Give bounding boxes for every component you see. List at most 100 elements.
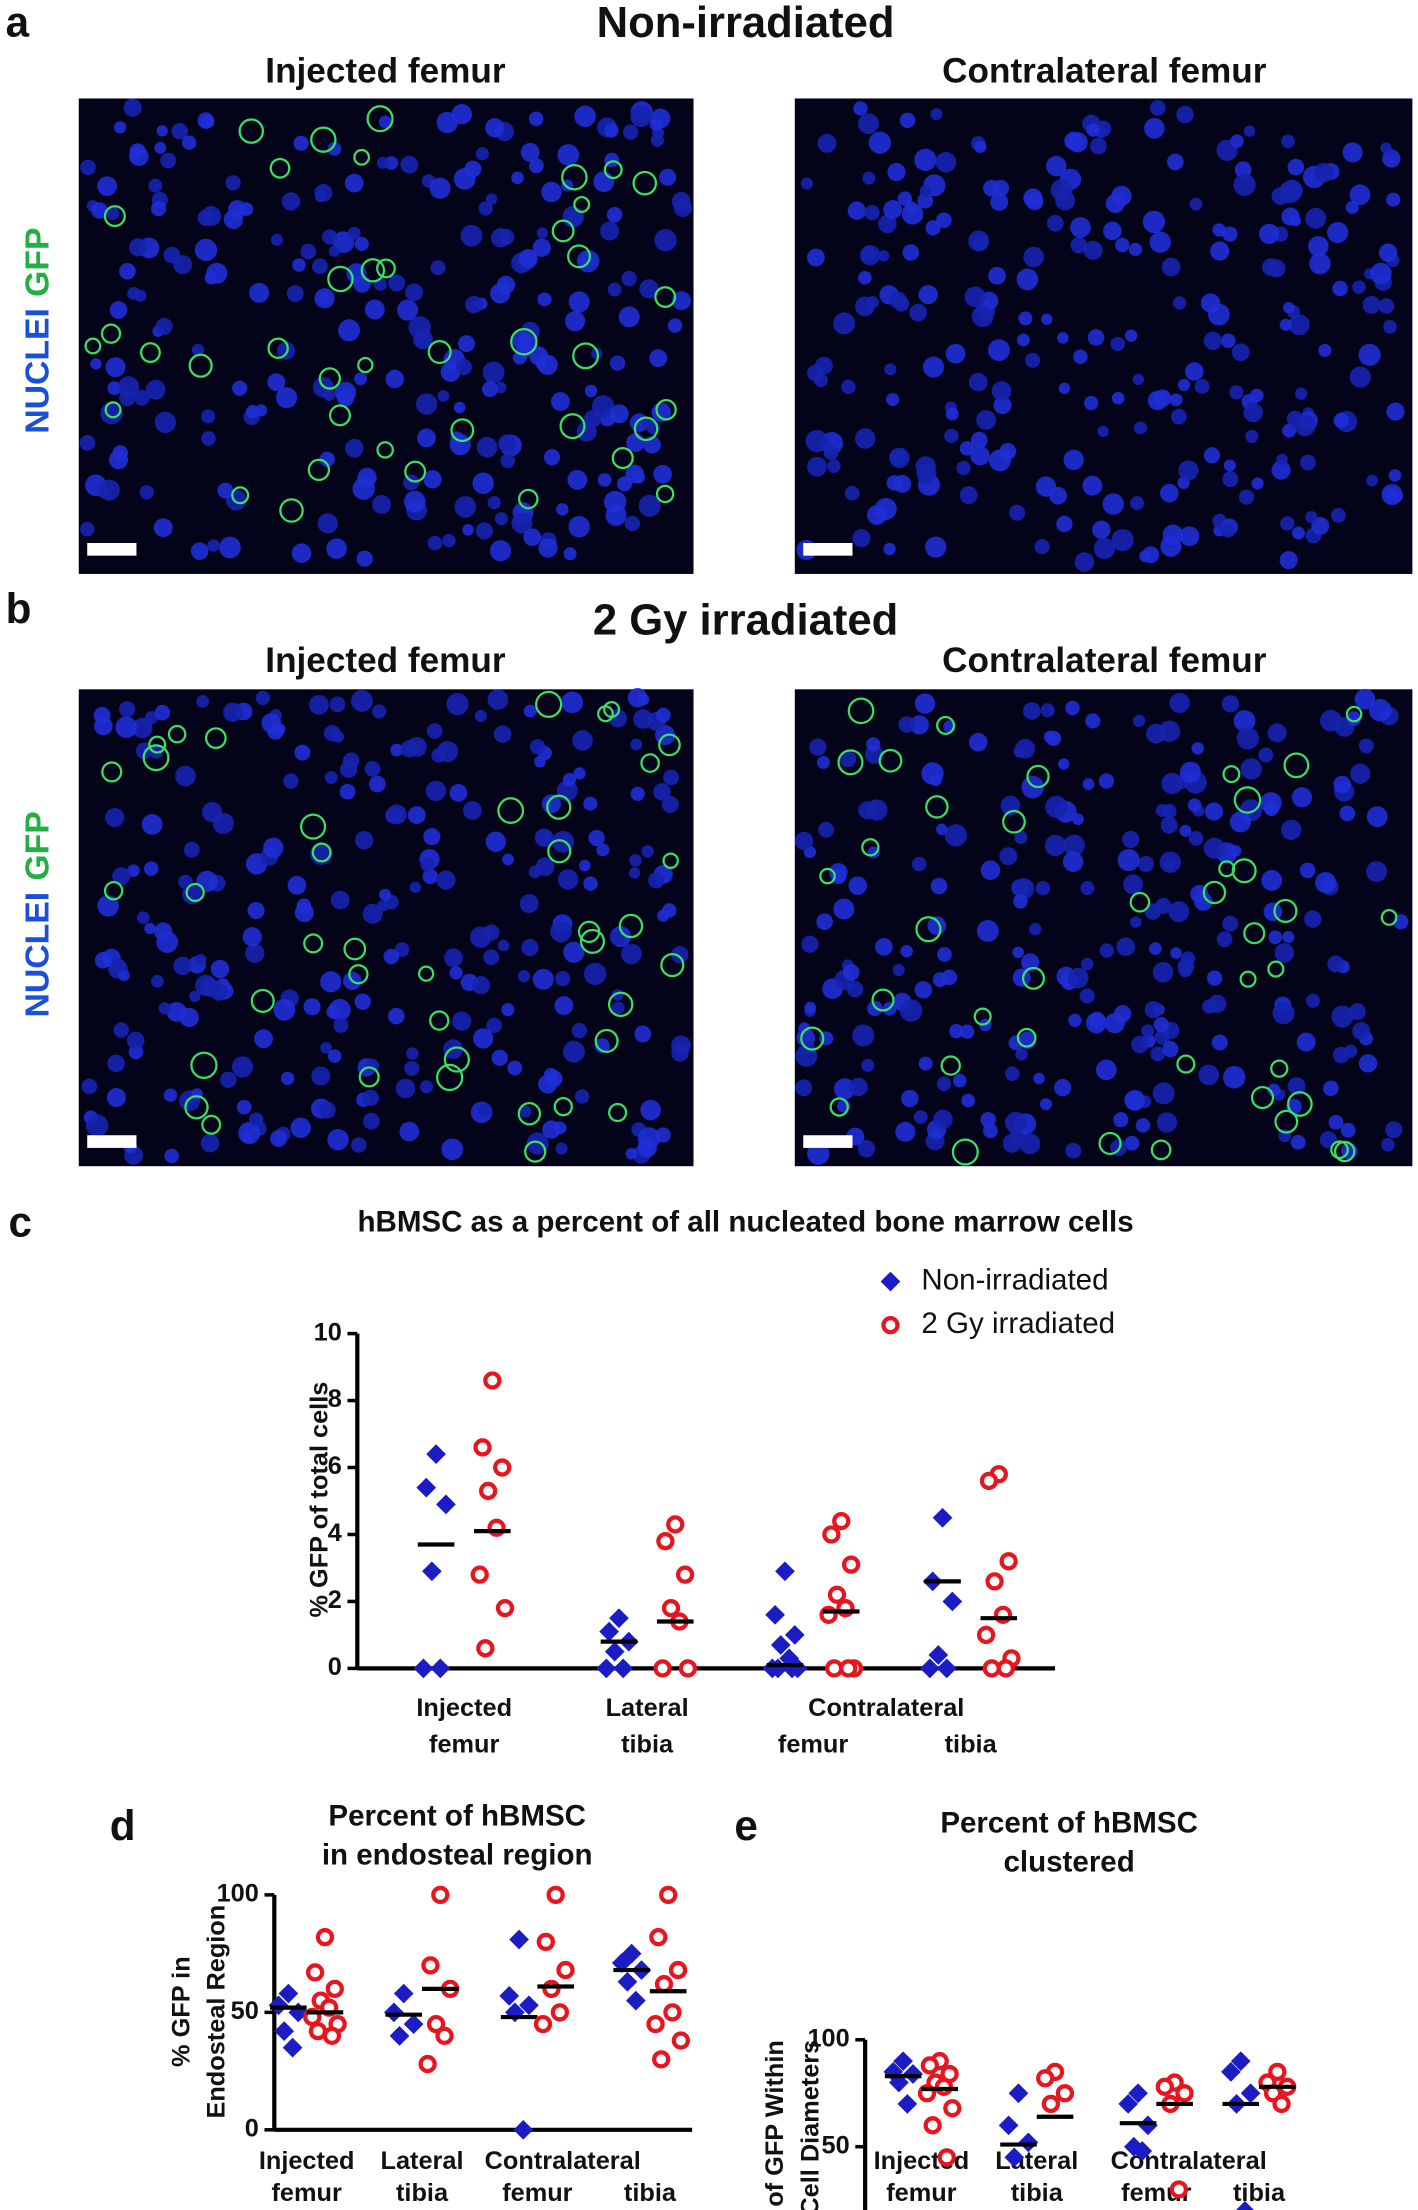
nucleus bbox=[1012, 946, 1024, 959]
nucleus bbox=[1124, 329, 1138, 342]
nucleus bbox=[564, 310, 586, 332]
nucleus bbox=[1056, 515, 1073, 533]
gfp-cell bbox=[307, 458, 331, 482]
nucleus bbox=[930, 108, 943, 121]
point bbox=[675, 1565, 695, 1584]
nucleus bbox=[97, 895, 119, 917]
nucleus bbox=[1152, 1082, 1175, 1105]
nucleus bbox=[653, 783, 671, 801]
nucleus bbox=[1305, 510, 1318, 524]
nucleus bbox=[557, 144, 580, 166]
nucleus bbox=[1029, 922, 1042, 936]
nucleus bbox=[154, 704, 171, 721]
nucleus bbox=[886, 392, 900, 407]
nucleus bbox=[223, 209, 244, 230]
nucleus bbox=[1063, 449, 1084, 471]
nucleus bbox=[634, 1025, 652, 1043]
nucleus bbox=[617, 476, 633, 492]
gfp-cell bbox=[951, 1138, 979, 1166]
gfp-cell bbox=[328, 404, 351, 427]
gfp-cell bbox=[427, 340, 452, 365]
nucleus bbox=[344, 173, 364, 193]
gfp-cell bbox=[1270, 1059, 1289, 1078]
point bbox=[536, 1932, 555, 1952]
nucleus bbox=[173, 255, 193, 275]
nucleus bbox=[567, 469, 588, 490]
nucleus bbox=[866, 737, 881, 752]
gfp-cell bbox=[535, 690, 563, 718]
nucleus bbox=[1318, 343, 1332, 357]
nucleus bbox=[345, 438, 364, 458]
nucleus bbox=[273, 723, 286, 736]
nucleus bbox=[1358, 1054, 1378, 1073]
point bbox=[1272, 2094, 1291, 2114]
gfp-cell bbox=[1273, 898, 1298, 924]
nucleus bbox=[287, 875, 307, 895]
nucleus bbox=[630, 738, 643, 751]
point bbox=[668, 1960, 688, 1980]
nucleus bbox=[961, 1093, 976, 1108]
point bbox=[1008, 2083, 1029, 2104]
nucleus bbox=[436, 870, 456, 890]
y-axis-label: % of GFP Within bbox=[761, 2040, 789, 2210]
nucleus bbox=[248, 1112, 264, 1127]
nucleus bbox=[1153, 1017, 1169, 1033]
nucleus bbox=[107, 1054, 125, 1073]
x-tick-label: Injected bbox=[416, 1694, 512, 1722]
nucleus bbox=[858, 270, 872, 285]
nucleus bbox=[1352, 1022, 1371, 1041]
point bbox=[937, 2148, 956, 2167]
nucleus bbox=[80, 159, 96, 176]
nucleus bbox=[437, 389, 450, 402]
nucleus bbox=[1085, 1012, 1107, 1034]
nucleus bbox=[1259, 223, 1280, 244]
nucleus bbox=[655, 1127, 671, 1143]
nucleus bbox=[290, 1117, 311, 1138]
nucleus bbox=[376, 900, 389, 912]
nucleus bbox=[563, 941, 585, 963]
nucleus bbox=[483, 924, 500, 941]
nucleus bbox=[974, 140, 987, 154]
nucleus bbox=[1188, 831, 1204, 846]
nucleus bbox=[1170, 947, 1182, 960]
nucleus bbox=[329, 696, 346, 713]
nucleus bbox=[794, 831, 814, 851]
gfp-cell bbox=[1267, 960, 1285, 978]
nucleus bbox=[1203, 331, 1223, 350]
nucleus bbox=[1080, 881, 1095, 896]
point bbox=[596, 1658, 617, 1679]
nucleus bbox=[1063, 834, 1085, 857]
nucleus bbox=[968, 732, 988, 752]
chart-title: hBMSC as a percent of all nucleated bone… bbox=[357, 1206, 1133, 1239]
nucleus bbox=[119, 701, 136, 718]
nucleus bbox=[899, 999, 923, 1022]
nucleus bbox=[980, 860, 1001, 880]
nucleus bbox=[330, 890, 350, 910]
nucleus bbox=[1025, 352, 1041, 368]
nucleus bbox=[1229, 845, 1242, 857]
nucleus bbox=[976, 409, 997, 430]
nucleus bbox=[1035, 880, 1051, 896]
nucleus bbox=[805, 429, 828, 453]
point bbox=[322, 2026, 342, 2045]
nucleus bbox=[117, 376, 140, 398]
nucleus bbox=[1086, 123, 1100, 137]
nucleus bbox=[520, 142, 540, 162]
gfp-cell bbox=[1345, 705, 1363, 723]
nucleus bbox=[386, 804, 407, 825]
cells bbox=[794, 688, 1409, 1166]
nucleus bbox=[385, 369, 404, 389]
point bbox=[656, 1532, 675, 1551]
nucleus bbox=[474, 709, 487, 722]
nucleus bbox=[446, 692, 469, 716]
nucleus bbox=[369, 775, 386, 793]
x-tick-label: femur bbox=[429, 1730, 499, 1758]
nucleus bbox=[497, 939, 510, 952]
nucleus bbox=[1096, 1059, 1117, 1081]
point bbox=[985, 1572, 1004, 1591]
nucleus bbox=[453, 167, 476, 190]
nucleus bbox=[971, 305, 994, 328]
nucleus bbox=[1150, 1046, 1166, 1062]
nucleus bbox=[485, 831, 507, 852]
nucleus bbox=[195, 974, 217, 997]
